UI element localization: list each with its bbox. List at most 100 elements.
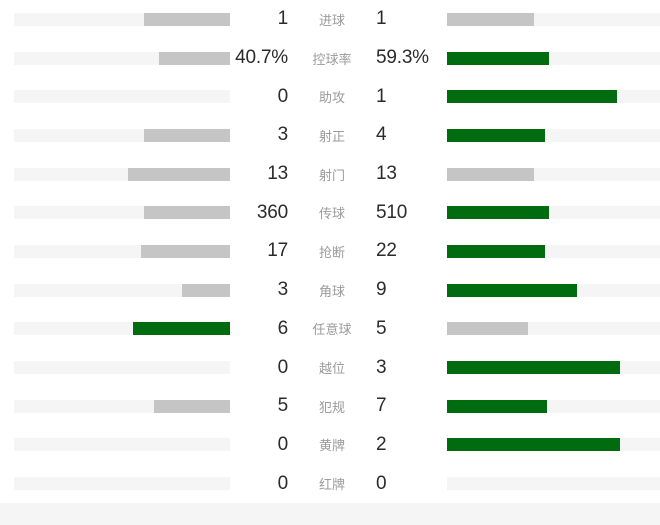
away-bar	[447, 12, 660, 26]
stat-label: 传球	[318, 206, 345, 222]
stat-row: 5 犯规 7	[0, 387, 660, 426]
match-statistics-panel: 1 进球 1 40.7% 控球率 59.3% 0 助攻 1 3 射正 4 13 射门 13 360 传球 510 1…	[0, 0, 660, 503]
home-bar-fill	[143, 128, 230, 142]
home-stat-value: 3	[277, 124, 289, 146]
away-bar-fill	[447, 361, 620, 375]
stat-label: 抢断	[318, 244, 345, 260]
home-bar	[14, 90, 230, 104]
away-bar-fill	[447, 206, 550, 220]
home-bar-fill	[154, 399, 230, 413]
away-bar	[447, 244, 660, 258]
away-bar	[447, 399, 660, 413]
home-stat-value: 40.7%	[235, 47, 288, 69]
home-bar	[14, 244, 230, 258]
home-bar-fill	[132, 322, 230, 336]
home-stat-value: 0	[277, 472, 289, 494]
away-bar-fill	[447, 90, 618, 104]
away-stat-value: 510	[376, 201, 408, 223]
stat-label: 犯规	[318, 399, 345, 415]
home-stat-value: 6	[277, 317, 289, 339]
away-stat-value: 13	[376, 163, 397, 185]
stat-row: 1 进球 1	[0, 0, 660, 39]
stat-row: 3 角球 9	[0, 271, 660, 310]
home-bar-track	[14, 438, 230, 452]
home-bar-fill	[182, 283, 230, 297]
home-bar-track	[14, 361, 230, 375]
home-bar	[14, 322, 230, 336]
away-bar-fill	[447, 283, 577, 297]
home-bar	[14, 399, 230, 413]
stat-row: 0 红牌 0	[0, 464, 660, 503]
away-bar	[447, 128, 660, 142]
home-bar-fill	[141, 244, 230, 258]
stat-row: 0 黄牌 2	[0, 426, 660, 465]
stat-label: 越位	[318, 361, 345, 377]
home-stat-value: 17	[267, 240, 288, 262]
home-bar	[14, 477, 230, 491]
away-bar	[447, 90, 660, 104]
away-bar	[447, 477, 660, 491]
away-stat-value: 4	[376, 124, 387, 146]
stat-label: 红牌	[318, 477, 345, 493]
home-bar-fill	[143, 12, 230, 26]
away-bar	[447, 167, 660, 181]
away-bar	[447, 206, 660, 220]
stat-label: 控球率	[312, 51, 352, 67]
stat-label: 任意球	[312, 322, 352, 338]
home-bar-fill	[128, 167, 230, 181]
away-bar-fill	[447, 438, 620, 452]
home-bar-track	[14, 477, 230, 491]
away-stat-value: 2	[376, 433, 387, 455]
away-bar-fill	[447, 244, 545, 258]
away-stat-value: 0	[376, 472, 387, 494]
home-bar	[14, 128, 230, 142]
away-bar-fill	[447, 399, 548, 413]
stat-label: 黄牌	[318, 438, 345, 454]
stat-label: 进球	[318, 12, 345, 28]
home-stat-value: 13	[267, 163, 288, 185]
away-bar	[447, 361, 660, 375]
home-bar	[14, 206, 230, 220]
away-bar	[447, 51, 660, 65]
home-stat-value: 0	[277, 433, 289, 455]
away-bar-fill	[447, 51, 550, 65]
home-bar-track	[14, 283, 230, 297]
home-bar-fill	[143, 206, 230, 220]
home-bar	[14, 12, 230, 26]
away-stat-value: 7	[376, 395, 387, 417]
stat-row: 13 射门 13	[0, 155, 660, 194]
home-stat-value: 1	[277, 8, 289, 30]
away-stat-value: 22	[376, 240, 397, 262]
away-stat-value: 9	[376, 279, 387, 301]
away-stat-value: 1	[376, 8, 387, 30]
home-bar-track	[14, 90, 230, 104]
away-stat-value: 59.3%	[376, 47, 429, 69]
away-bar	[447, 438, 660, 452]
statistics-row-list: 1 进球 1 40.7% 控球率 59.3% 0 助攻 1 3 射正 4 13 射门 13 360 传球 510 1…	[0, 0, 660, 503]
stat-row: 17 抢断 22	[0, 232, 660, 271]
stat-row: 0 助攻 1	[0, 77, 660, 116]
away-bar-track	[447, 477, 660, 491]
home-bar	[14, 283, 230, 297]
stat-row: 0 越位 3	[0, 348, 660, 387]
away-stat-value: 1	[376, 85, 387, 107]
away-stat-value: 5	[376, 317, 387, 339]
stat-label: 射门	[318, 167, 345, 183]
away-bar-fill	[447, 12, 535, 26]
away-bar	[447, 283, 660, 297]
home-stat-value: 3	[277, 279, 289, 301]
stat-row: 6 任意球 5	[0, 310, 660, 349]
home-bar-fill	[158, 51, 230, 65]
home-bar	[14, 438, 230, 452]
panel-footer-strip	[0, 502, 660, 525]
stat-label: 角球	[318, 283, 345, 299]
home-stat-value: 360	[256, 201, 288, 223]
stat-row: 40.7% 控球率 59.3%	[0, 39, 660, 78]
stat-row: 3 射正 4	[0, 116, 660, 155]
home-bar	[14, 361, 230, 375]
away-bar	[447, 322, 660, 336]
away-bar-fill	[447, 322, 528, 336]
home-bar	[14, 167, 230, 181]
stat-label: 助攻	[318, 90, 345, 106]
away-stat-value: 3	[376, 356, 387, 378]
